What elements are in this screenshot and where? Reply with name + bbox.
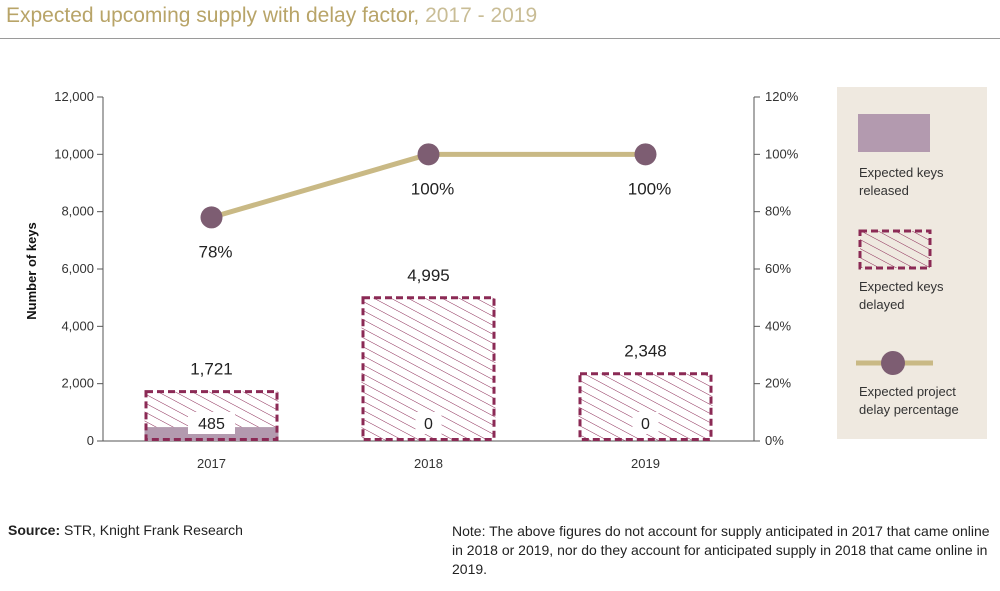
- legend-swatch-released: [858, 114, 930, 152]
- legend-label-released-1: Expected keys: [859, 165, 944, 180]
- delayed-value-label: 1,721: [190, 360, 233, 379]
- supply-chart: 0 2,000 4,000 6,000 8,000 10,000 12,000 0% 20% 40…: [24, 87, 987, 471]
- y2-tick-label: 20%: [765, 376, 791, 391]
- y2-tick-label: 40%: [765, 318, 791, 333]
- legend-swatch-delayed: [858, 229, 932, 270]
- source-label: Source:: [8, 522, 61, 538]
- released-value-label: 0: [641, 416, 650, 433]
- legend-label-delayed-1: Expected keys: [859, 279, 944, 294]
- y2-tick-label: 0%: [765, 433, 784, 448]
- legend-label-delay-1: Expected project: [859, 384, 956, 399]
- delay-point: [634, 143, 657, 166]
- x-tick-label: 2018: [414, 456, 443, 471]
- legend-swatch-marker: [881, 351, 905, 375]
- y-tick-label: 10,000: [54, 146, 94, 161]
- x-tick-label: 2017: [197, 456, 226, 471]
- delay-percent-label: 100%: [628, 179, 671, 198]
- released-value-label: 0: [424, 416, 433, 433]
- chart-title-years: 2017 - 2019: [419, 4, 538, 27]
- chart-title: Expected upcoming supply with delay fact…: [6, 4, 537, 28]
- delay-percent-label: 100%: [411, 179, 454, 198]
- delayed-bar-outline: [144, 390, 279, 442]
- footnote: Note: The above figures do not account f…: [452, 523, 990, 577]
- source-text: STR, Knight Frank Research: [60, 522, 243, 538]
- released-bar: [144, 427, 279, 441]
- released-label-plate: [632, 412, 659, 434]
- released-value-label: 485: [198, 416, 225, 433]
- delayed-value-label: 2,348: [624, 342, 667, 361]
- y2-tick-label: 100%: [765, 146, 799, 161]
- delay-percent-label: 78%: [198, 242, 232, 261]
- delayed-bar-outline: [361, 296, 496, 441]
- delay-line-series: [200, 143, 657, 229]
- y-tick-label: 4,000: [61, 318, 94, 333]
- chart-title-text: Expected upcoming supply with delay fact…: [6, 4, 420, 27]
- delayed-value-label: 4,995: [407, 266, 450, 285]
- legend-swatch-delayed-fill: [860, 231, 930, 268]
- y2-tick-label: 60%: [765, 261, 791, 276]
- delay-point: [200, 206, 223, 229]
- source-note: Source: STR, Knight Frank Research: [8, 522, 243, 538]
- y-tick-label: 6,000: [61, 261, 94, 276]
- legend-label-delayed-2: delayed: [859, 297, 905, 312]
- chart-data-labels: 1,721 485 4,995 0 2,348 0 78% 100% 100%: [188, 179, 671, 434]
- x-tick-label: 2019: [631, 456, 660, 471]
- y-axis-title: Number of keys: [24, 222, 39, 320]
- released-label-plate: [415, 412, 442, 434]
- released-label-plate: [188, 412, 235, 434]
- y-tick-label: 8,000: [61, 204, 94, 219]
- y-tick-label: 0: [87, 433, 94, 448]
- title-divider: [0, 38, 1000, 39]
- chart-legend: Expected keys released Expected keys delaye…: [837, 87, 987, 439]
- legend-label-released-2: released: [859, 183, 909, 198]
- legend-label-delay-2: delay percentage: [859, 402, 959, 417]
- y-tick-label: 2,000: [61, 376, 94, 391]
- y-tick-label: 12,000: [54, 89, 94, 104]
- y2-tick-label: 80%: [765, 204, 791, 219]
- y2-tick-label: 120%: [765, 89, 799, 104]
- delay-point: [417, 143, 440, 166]
